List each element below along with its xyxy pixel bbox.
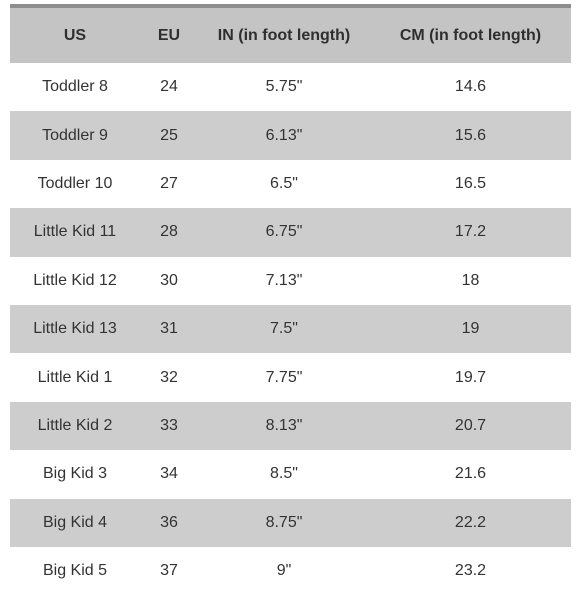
cell-in: 6.5" [270, 174, 298, 192]
cell-us: Big Kid 5 [42, 562, 108, 580]
table-row: Toddler 9 25 6.13" 15.6 [10, 111, 571, 160]
cell-in: 9" [276, 562, 292, 580]
cell-cm: 14.6 [454, 78, 487, 96]
cell-cm: 23.2 [454, 562, 487, 580]
cell-us: Little Kid 12 [33, 271, 117, 289]
cell-eu: 31 [160, 320, 178, 338]
cell-in: 7.75" [265, 368, 303, 386]
cell-in: 7.5" [270, 320, 298, 338]
cell-eu: 36 [160, 513, 178, 531]
cell-cm: 21.6 [454, 465, 487, 483]
cell-eu: 28 [160, 223, 178, 241]
size-chart-body: Toddler 8 24 5.75" 14.6 Toddler 9 25 6.1… [10, 63, 571, 595]
table-row: Little Kid 1 32 7.75" 19.7 [10, 353, 571, 401]
cell-in: 5.75" [265, 78, 303, 96]
cell-in: 8.5" [270, 465, 298, 483]
cell-in: 8.13" [265, 416, 303, 434]
cell-us: Little Kid 2 [37, 416, 113, 434]
table-row: Little Kid 11 28 6.75" 17.2 [10, 208, 571, 257]
table-row: Little Kid 12 30 7.13" 18 [10, 257, 571, 305]
cell-us: Toddler 8 [42, 78, 108, 96]
header-cm: CM (in foot length) [399, 26, 542, 44]
cell-cm: 19 [461, 320, 480, 338]
cell-eu: 37 [160, 562, 178, 580]
cell-in: 7.13" [265, 271, 303, 289]
header-us: US [63, 26, 87, 44]
cell-eu: 25 [160, 126, 178, 144]
table-row: Big Kid 5 37 9" 23.2 [10, 547, 571, 595]
cell-in: 8.75" [265, 513, 303, 531]
cell-us: Big Kid 4 [42, 513, 108, 531]
cell-us: Little Kid 1 [37, 368, 113, 386]
table-row: Big Kid 4 36 8.75" 22.2 [10, 498, 571, 547]
cell-cm: 16.5 [454, 174, 487, 192]
cell-in: 6.13" [265, 126, 303, 144]
cell-cm: 18 [461, 271, 480, 289]
header-row: US EU IN (in foot length) CM (in foot le… [10, 6, 571, 63]
cell-us: Toddler 10 [37, 174, 113, 192]
cell-cm: 20.7 [454, 416, 487, 434]
cell-cm: 19.7 [454, 368, 487, 386]
cell-eu: 27 [160, 174, 178, 192]
cell-eu: 30 [160, 271, 178, 289]
cell-cm: 22.2 [454, 513, 487, 531]
cell-eu: 34 [160, 465, 178, 483]
cell-cm: 15.6 [454, 126, 487, 144]
cell-us: Little Kid 13 [33, 320, 117, 338]
cell-in: 6.75" [265, 223, 303, 241]
cell-us: Little Kid 11 [33, 223, 117, 241]
cell-us: Big Kid 3 [42, 465, 108, 483]
table-row: Little Kid 13 31 7.5" 19 [10, 304, 571, 354]
table-row: Toddler 8 24 5.75" 14.6 [10, 63, 571, 111]
table-row: Little Kid 2 33 8.13" 20.7 [10, 401, 571, 451]
cell-us: Toddler 9 [42, 126, 108, 144]
cell-eu: 24 [160, 78, 178, 96]
size-chart-table: US EU IN (in foot length) CM (in foot le… [10, 4, 571, 595]
header-in: IN (in foot length) [217, 26, 351, 44]
header-eu: EU [157, 26, 181, 44]
cell-eu: 33 [160, 416, 178, 434]
size-chart-header: US EU IN (in foot length) CM (in foot le… [10, 6, 571, 63]
cell-eu: 32 [160, 368, 178, 386]
table-row: Toddler 10 27 6.5" 16.5 [10, 160, 571, 208]
table-row: Big Kid 3 34 8.5" 21.6 [10, 450, 571, 498]
cell-cm: 17.2 [454, 223, 487, 241]
